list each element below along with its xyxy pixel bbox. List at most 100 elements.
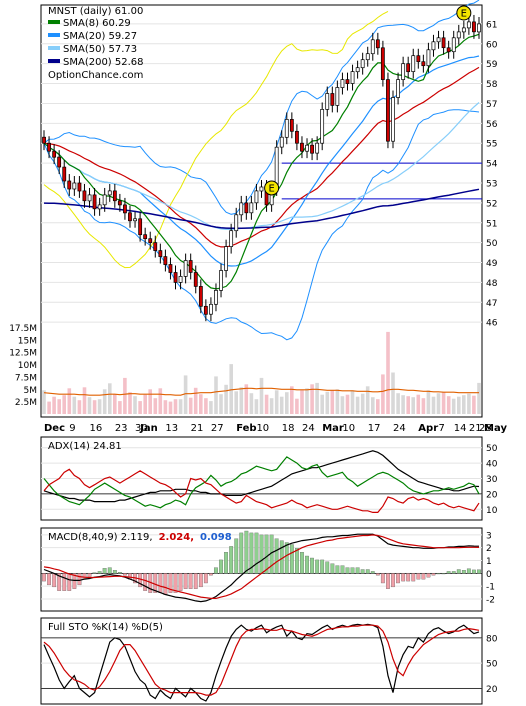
volume-bar bbox=[406, 396, 410, 414]
macd-histogram-bar bbox=[264, 534, 269, 574]
volume-bar bbox=[310, 384, 314, 414]
macd-histogram-bar bbox=[52, 573, 57, 588]
candle-body bbox=[249, 202, 254, 214]
volume-bar bbox=[441, 392, 446, 414]
candle-body bbox=[72, 182, 77, 190]
date-tick: 17 bbox=[368, 423, 381, 434]
candle-body bbox=[123, 204, 127, 214]
legend-sma50: SMA(50) 57.73 bbox=[63, 44, 137, 55]
price-y-tick: 47 bbox=[486, 299, 497, 309]
macd-histogram-bar bbox=[244, 530, 249, 574]
candle-body bbox=[426, 49, 431, 67]
price-title: MNST (daily) 61.00 bbox=[48, 6, 143, 17]
candle-body bbox=[112, 190, 117, 202]
macd-histogram-bar bbox=[320, 559, 325, 574]
macd-histogram-bar bbox=[391, 573, 395, 588]
macd-histogram-bar bbox=[416, 573, 421, 580]
volume-bar bbox=[168, 401, 173, 414]
candle-body bbox=[411, 55, 416, 72]
date-tick: Dec bbox=[44, 423, 65, 434]
candle-body bbox=[148, 238, 153, 244]
macd-histogram-bar bbox=[436, 573, 441, 575]
candle-body bbox=[133, 218, 137, 222]
macd-histogram-bar bbox=[451, 571, 456, 574]
earnings-marker-circle bbox=[456, 5, 472, 21]
macd-histogram-bar bbox=[183, 573, 188, 589]
candle-body bbox=[62, 166, 67, 182]
volume-bar bbox=[426, 390, 431, 414]
date-tick: 16 bbox=[90, 423, 103, 434]
candle-body bbox=[57, 156, 62, 168]
macd-histogram-bar bbox=[330, 563, 335, 574]
date-tick: 21 bbox=[191, 423, 204, 434]
candle-body bbox=[279, 136, 284, 148]
candle-body bbox=[102, 194, 107, 206]
volume-bar bbox=[401, 395, 405, 414]
macd-histogram-bar bbox=[401, 573, 406, 582]
macd-histogram-bar bbox=[284, 542, 289, 574]
macd-histogram-bar bbox=[477, 569, 481, 574]
volume-bar bbox=[462, 395, 466, 414]
macd-histogram-bar bbox=[188, 573, 193, 589]
macd-histogram-bar bbox=[193, 573, 198, 589]
date-tick: 24 bbox=[393, 423, 406, 434]
macd-histogram-bar bbox=[426, 573, 431, 578]
macd-title-main: MACD(8,40,9) 2.119, bbox=[48, 532, 153, 543]
candle-body bbox=[203, 305, 208, 315]
candle-body bbox=[451, 37, 456, 53]
price-y-tick: 57 bbox=[486, 100, 497, 110]
volume-bar bbox=[102, 389, 107, 414]
volume-bar bbox=[320, 394, 324, 414]
candle-body bbox=[315, 142, 320, 154]
adx-di-line bbox=[43, 468, 480, 514]
macd-histogram-bar bbox=[441, 573, 446, 575]
macd-histogram-bar bbox=[456, 569, 461, 574]
volume-bar bbox=[148, 389, 152, 414]
macd-histogram-bar bbox=[198, 573, 203, 588]
volume-bar bbox=[123, 377, 127, 414]
volume-bar bbox=[87, 397, 92, 414]
macd-histogram-bar bbox=[274, 538, 279, 574]
macd-histogram-bar bbox=[102, 568, 107, 574]
macd-histogram-bar bbox=[254, 532, 259, 574]
candle-body bbox=[300, 142, 304, 152]
candle-body bbox=[396, 79, 400, 98]
volume-bar bbox=[269, 398, 274, 414]
volume-bar bbox=[472, 395, 476, 414]
macd-histogram-bar bbox=[123, 573, 127, 576]
candle-body bbox=[234, 214, 239, 232]
macd-histogram-bar bbox=[82, 573, 87, 580]
macd-histogram-bar bbox=[300, 552, 304, 574]
candle-body bbox=[168, 264, 173, 273]
indicator-y-tick: 2 bbox=[486, 544, 492, 554]
price-y-tick: 50 bbox=[486, 239, 498, 249]
price-y-tick: 48 bbox=[486, 279, 498, 289]
candle-body bbox=[456, 31, 461, 39]
volume-bar bbox=[108, 383, 112, 414]
volume-y-tick-labels: 17.5M 15M 12.5M 10M 7.5M 5M 2.5M bbox=[9, 324, 37, 408]
candle-body bbox=[239, 202, 244, 216]
date-tick: Mar bbox=[322, 423, 344, 434]
volume-bar bbox=[77, 400, 82, 414]
macd-histogram-bar bbox=[158, 573, 163, 593]
candle-body bbox=[370, 39, 375, 55]
macd-histogram-bar bbox=[219, 559, 223, 574]
candle-body bbox=[229, 230, 234, 247]
candle-body bbox=[320, 109, 325, 144]
candle-body bbox=[254, 190, 259, 204]
candle-body bbox=[244, 202, 249, 214]
volume-bar bbox=[345, 394, 350, 414]
candle-body bbox=[198, 286, 203, 307]
price-y-tick: 56 bbox=[486, 120, 498, 130]
date-tick: May bbox=[484, 423, 507, 434]
candle-body bbox=[421, 61, 426, 67]
macd-macd-line bbox=[43, 533, 480, 603]
volume-bar bbox=[416, 394, 421, 414]
macd-histogram-bar bbox=[472, 569, 476, 574]
date-tick: 21 bbox=[469, 423, 482, 434]
macd-histogram-bar bbox=[446, 571, 451, 574]
legend-swatch-sma200 bbox=[48, 59, 60, 63]
candle-body bbox=[82, 190, 87, 202]
volume-bar bbox=[57, 399, 61, 414]
